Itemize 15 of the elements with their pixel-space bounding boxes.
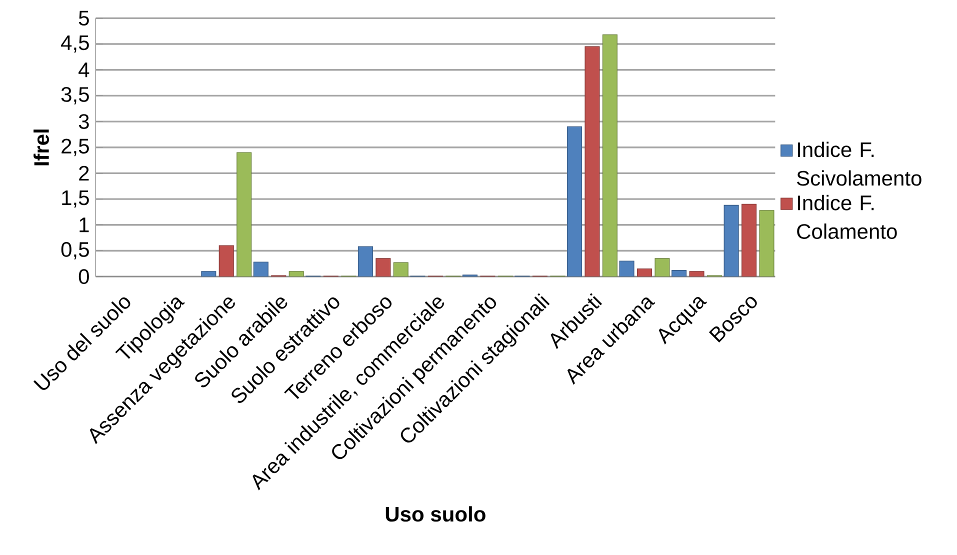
legend-label: Indice F. Scivolamento bbox=[797, 142, 922, 186]
y-tick-label: 2,5 bbox=[62, 138, 89, 156]
y-tick-label: 1,5 bbox=[62, 190, 89, 208]
y-tick-label: 3,5 bbox=[61, 87, 89, 104]
y-tick-label: 5 bbox=[78, 10, 89, 26]
y-tick-label: 3 bbox=[78, 114, 89, 129]
y-tick-label: 0 bbox=[78, 269, 89, 284]
y-tick-label: 2 bbox=[79, 166, 89, 181]
y-tick-label: 4,5 bbox=[61, 35, 89, 53]
x-axis-title: Uso suolo bbox=[386, 506, 486, 522]
y-axis-title: Ifrel bbox=[34, 130, 50, 166]
y-tick-label: 1 bbox=[80, 218, 89, 232]
legend-label: Indice F. Colamento bbox=[797, 194, 897, 239]
y-tick-label: 4 bbox=[78, 62, 90, 78]
y-tick-label: 0,5 bbox=[61, 242, 89, 260]
